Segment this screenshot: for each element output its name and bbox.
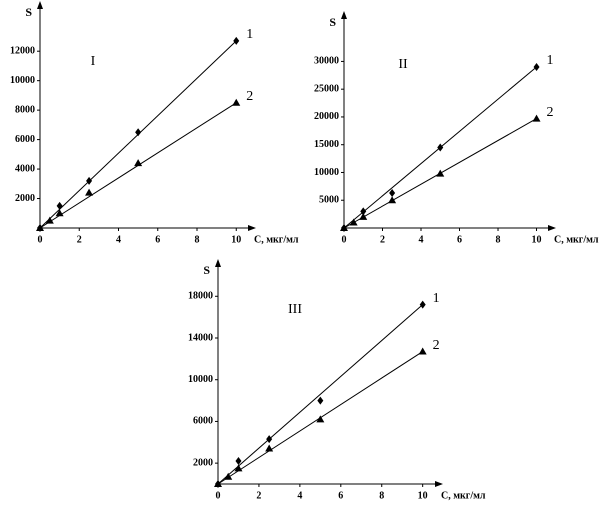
x-tick-label: 6 — [338, 490, 343, 501]
point — [266, 435, 273, 444]
point — [233, 36, 240, 45]
x-tick-label: 2 — [380, 234, 385, 245]
y-tick-label: 2000 — [15, 193, 35, 204]
y-tick-label: 30000 — [314, 56, 339, 67]
point — [360, 207, 367, 216]
y-tick-label: 10000 — [314, 167, 339, 178]
point — [224, 472, 233, 480]
y-tick-label: 18000 — [188, 291, 213, 302]
y-axis-label: S — [329, 15, 336, 29]
x-arrow — [248, 225, 256, 231]
y-axis-label: S — [25, 5, 32, 19]
point — [234, 464, 243, 472]
point — [36, 224, 44, 231]
point — [55, 209, 64, 217]
x-tick-label: 4 — [297, 490, 302, 501]
point — [389, 189, 396, 198]
x-axis-label: C, мкг/мл — [254, 234, 299, 245]
y-tick-label: 12000 — [10, 45, 35, 56]
x-tick-label: 6 — [457, 234, 462, 245]
x-tick-label: 10 — [418, 490, 428, 501]
y-tick-label: 14000 — [188, 332, 213, 343]
series-label: 1 — [246, 27, 253, 42]
point — [316, 415, 325, 423]
point — [214, 480, 222, 487]
point — [388, 196, 397, 204]
title: I — [91, 54, 96, 69]
fit-line — [217, 304, 424, 485]
y-tick-label: 10000 — [10, 75, 35, 86]
point — [45, 216, 54, 224]
point — [317, 396, 324, 405]
y-tick-label: 6000 — [15, 134, 35, 145]
point — [265, 444, 274, 452]
point — [533, 62, 540, 71]
y-arrow — [215, 259, 221, 267]
point — [418, 347, 427, 355]
y-arrow — [341, 11, 347, 19]
point — [134, 159, 143, 167]
x-tick-label: 4 — [419, 234, 424, 245]
y-tick-label: 15000 — [314, 139, 339, 150]
y-tick-label: 6000 — [193, 416, 213, 427]
x-tick-label: 8 — [195, 234, 200, 245]
x-tick-label: 6 — [155, 234, 160, 245]
y-tick-label: 2000 — [193, 457, 213, 468]
point — [532, 114, 541, 122]
x-axis-label: C, мкг/мл — [554, 234, 599, 245]
y-tick-label: 25000 — [314, 83, 339, 94]
series-label: 2 — [246, 89, 253, 104]
point — [419, 300, 426, 309]
y-tick-label: 10000 — [188, 374, 213, 385]
series-label: 2 — [547, 105, 554, 120]
x-tick-label: 0 — [216, 490, 221, 501]
series-label: 1 — [433, 291, 440, 306]
x-tick-label: 10 — [532, 234, 542, 245]
point — [359, 212, 368, 220]
point — [86, 176, 93, 185]
x-tick-label: 8 — [379, 490, 384, 501]
point — [235, 457, 242, 466]
point — [437, 143, 444, 152]
point — [85, 188, 94, 196]
point — [340, 224, 348, 231]
x-tick-label: 0 — [38, 234, 43, 245]
title: II — [398, 57, 408, 72]
series-label: 1 — [547, 53, 554, 68]
x-tick-label: 10 — [231, 234, 241, 245]
point — [436, 169, 445, 177]
x-arrow — [435, 481, 443, 487]
x-axis-label: C, мкг/мл — [441, 490, 486, 501]
y-arrow — [37, 1, 43, 9]
x-tick-label: 0 — [342, 234, 347, 245]
point — [232, 98, 241, 106]
title: III — [288, 302, 302, 317]
x-tick-label: 2 — [256, 490, 261, 501]
y-tick-label: 5000 — [319, 195, 339, 206]
y-tick-label: 20000 — [314, 111, 339, 122]
x-arrow — [548, 225, 556, 231]
x-tick-label: 2 — [77, 234, 82, 245]
x-tick-label: 4 — [116, 234, 121, 245]
y-axis-label: S — [203, 263, 210, 277]
y-tick-label: 8000 — [15, 104, 35, 115]
y-tick-label: 4000 — [15, 163, 35, 174]
series-label: 2 — [433, 338, 440, 353]
point — [349, 218, 358, 226]
point — [56, 201, 63, 210]
point — [135, 128, 142, 137]
x-tick-label: 8 — [496, 234, 501, 245]
